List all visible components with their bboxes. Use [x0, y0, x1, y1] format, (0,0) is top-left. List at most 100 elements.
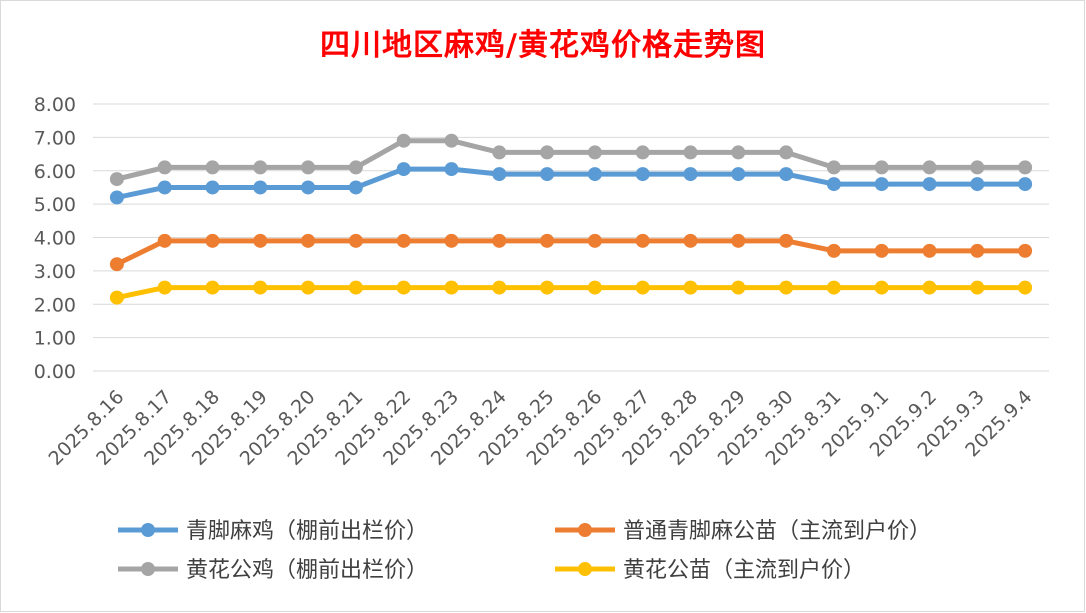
series-line — [114, 166, 1028, 200]
y-tick-label: 5.00 — [34, 194, 76, 216]
data-point — [826, 280, 841, 295]
data-point — [731, 167, 746, 182]
data-point — [1018, 280, 1033, 295]
data-point — [731, 145, 746, 160]
data-point — [157, 280, 172, 295]
legend-label: 青脚麻鸡（棚前出栏价） — [186, 519, 428, 544]
data-point — [587, 145, 602, 160]
y-tick-label: 6.00 — [34, 161, 76, 183]
y-tick-label: 3.00 — [34, 261, 76, 283]
chart-title: 四川地区麻鸡/黄花鸡价格走势图 — [320, 28, 766, 63]
data-point — [444, 280, 459, 295]
data-point — [301, 180, 316, 195]
data-point — [540, 280, 555, 295]
data-point — [1018, 177, 1033, 192]
data-point — [635, 167, 650, 182]
data-point — [253, 233, 268, 248]
series-3 — [109, 133, 1033, 187]
legend-swatch-marker — [578, 562, 592, 576]
data-point — [109, 172, 124, 187]
data-point — [683, 145, 698, 160]
y-tick-label: 7.00 — [34, 127, 76, 149]
data-point — [492, 167, 507, 182]
y-tick-label: 4.00 — [34, 228, 76, 250]
data-point — [970, 243, 985, 258]
data-point — [109, 290, 124, 305]
series-line — [114, 238, 1028, 267]
data-point — [205, 160, 220, 175]
data-point — [1018, 243, 1033, 258]
data-point — [157, 233, 172, 248]
data-point — [396, 133, 411, 148]
legend-swatch-marker — [141, 562, 155, 576]
data-point — [922, 160, 937, 175]
legend-swatch-marker — [141, 523, 155, 537]
data-point — [157, 180, 172, 195]
data-point — [779, 167, 794, 182]
data-point — [205, 280, 220, 295]
data-point — [970, 177, 985, 192]
data-point — [779, 233, 794, 248]
series-lines — [109, 133, 1033, 305]
legend-item: 青脚麻鸡（棚前出栏价） — [118, 519, 428, 544]
data-point — [587, 233, 602, 248]
data-point — [444, 133, 459, 148]
gridlines — [93, 103, 1049, 372]
data-point — [683, 280, 698, 295]
data-point — [970, 160, 985, 175]
data-point — [874, 280, 889, 295]
y-tick-label: 0.00 — [34, 361, 76, 383]
data-point — [540, 145, 555, 160]
data-point — [205, 233, 220, 248]
data-point — [301, 233, 316, 248]
legend-item: 普通青脚麻公苗（主流到户价） — [555, 519, 931, 544]
data-point — [492, 145, 507, 160]
data-point — [731, 233, 746, 248]
data-point — [587, 280, 602, 295]
data-point — [444, 162, 459, 177]
data-point — [396, 280, 411, 295]
series-1 — [109, 162, 1033, 205]
data-point — [253, 280, 268, 295]
legend-item: 黄花公苗（主流到户价） — [555, 558, 865, 583]
data-point — [253, 160, 268, 175]
data-point — [348, 160, 363, 175]
data-point — [492, 233, 507, 248]
data-point — [635, 233, 650, 248]
data-point — [874, 243, 889, 258]
data-point — [683, 233, 698, 248]
data-point — [301, 280, 316, 295]
y-tick-label: 1.00 — [34, 328, 76, 350]
data-point — [205, 180, 220, 195]
data-point — [779, 145, 794, 160]
x-axis-ticks: 2025.8.162025.8.172025.8.182025.8.192025… — [44, 386, 1036, 470]
series-line — [114, 285, 1028, 301]
series-line — [114, 138, 1028, 182]
data-point — [826, 243, 841, 258]
series-2 — [109, 233, 1033, 272]
data-point — [683, 167, 698, 182]
data-point — [587, 167, 602, 182]
data-point — [301, 160, 316, 175]
legend-label: 普通青脚麻公苗（主流到户价） — [623, 519, 931, 544]
legend-label: 黄花公鸡（棚前出栏价） — [186, 558, 428, 583]
legend-label: 黄花公苗（主流到户价） — [623, 558, 865, 583]
y-tick-label: 8.00 — [34, 94, 76, 116]
data-point — [109, 190, 124, 205]
data-point — [348, 180, 363, 195]
data-point — [109, 257, 124, 272]
data-point — [826, 177, 841, 192]
data-point — [779, 280, 794, 295]
data-point — [970, 280, 985, 295]
data-point — [253, 180, 268, 195]
legend-item: 黄花公鸡（棚前出栏价） — [118, 558, 428, 583]
data-point — [874, 177, 889, 192]
data-point — [922, 243, 937, 258]
y-tick-label: 2.00 — [34, 294, 76, 316]
data-point — [396, 233, 411, 248]
data-point — [540, 167, 555, 182]
series-4 — [109, 280, 1033, 305]
data-point — [157, 160, 172, 175]
